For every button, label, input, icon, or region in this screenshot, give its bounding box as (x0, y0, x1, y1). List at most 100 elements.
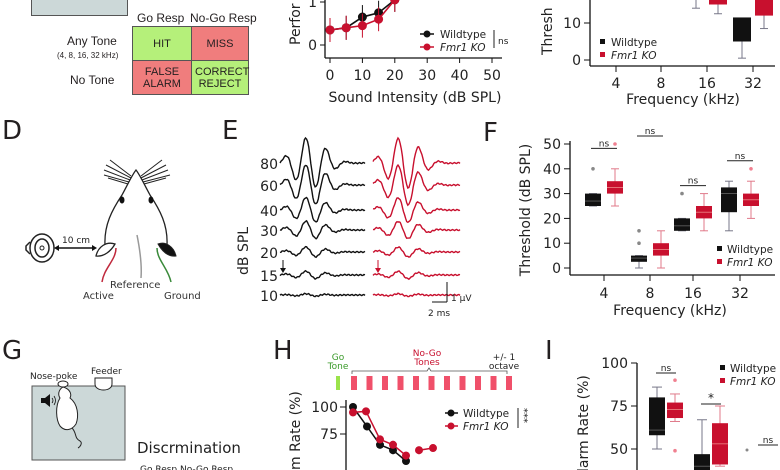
nogo-tone-bar (459, 376, 466, 390)
legend-label: Wildtype (727, 244, 773, 256)
false-alarm-text: FALSE ALARM (143, 65, 181, 90)
octave-label: +/- 1 (493, 353, 515, 363)
abr-trace (372, 197, 461, 224)
legend-marker (447, 422, 455, 430)
distance-label: 10 cm (62, 236, 90, 246)
box (667, 402, 683, 419)
matrix-cell-false-alarm: FALSE ALARM (132, 60, 192, 95)
stat-label: ns (498, 37, 509, 47)
x-tick-label: 8 (657, 76, 666, 92)
matrix-row-label-any-tone: Any Tone (67, 34, 117, 48)
y-tick-label: 1 (308, 0, 317, 11)
box (631, 255, 647, 262)
nosepoke-port (57, 380, 69, 388)
ground-electrode-wire (156, 247, 172, 283)
y-tick-label: 10 (563, 16, 581, 32)
threshold-arrowhead (280, 268, 286, 273)
threshold-arrowhead (375, 268, 381, 273)
abr-trace (279, 136, 366, 188)
data-point (389, 440, 397, 449)
data-point (363, 422, 371, 431)
legend-marker (423, 43, 431, 51)
outlier (637, 241, 641, 245)
y-axis-label: Thresh (540, 7, 556, 56)
nogo-tone-bar (351, 376, 357, 390)
box (755, 0, 773, 16)
level-label: 80 (260, 157, 278, 173)
outlier (673, 448, 677, 453)
legend-label: Fmr1 KO (611, 50, 656, 62)
x-axis-label: Frequency (kHz) (626, 92, 740, 108)
data-point (362, 407, 370, 416)
legend-label: Fmr1 KO (440, 42, 485, 54)
legend-label: Wildtype (611, 37, 657, 49)
panel-letter-d: D (2, 116, 23, 146)
y-tick-label: 75 (610, 399, 628, 415)
stat-label: ns (688, 177, 699, 187)
panel-letter-h: H (273, 336, 293, 366)
legend-label: Fmr1 KO (730, 376, 775, 388)
data-point (357, 21, 367, 31)
matrix-cell-hit: HIT (132, 26, 192, 61)
label-reference: Reference (110, 280, 160, 291)
y-tick-label: 100 (601, 356, 628, 372)
box (709, 0, 727, 5)
y-axis-label: Threshold (dB SPL) (518, 144, 534, 277)
box (694, 454, 710, 470)
x-tick-label: 10 (353, 68, 371, 84)
abr-trace (279, 292, 366, 298)
level-label: 60 (260, 179, 278, 195)
legend-label: Wildtype (440, 29, 486, 41)
stat-label: ns (735, 152, 746, 162)
operant-box-diagram: Nose-poke Feeder Discrmination Go Resp N… (30, 367, 241, 470)
nogo-tones-label-2: Tones (413, 358, 440, 368)
nogo-tone-bar (382, 376, 388, 390)
reference-electrode-wire (136, 234, 142, 279)
nosepoke-label: Nose-poke (30, 372, 78, 382)
y-tick-label: 0 (552, 261, 561, 277)
matrix-row-label-no-tone: No Tone (70, 73, 115, 87)
y-tick-label: 10 (543, 236, 561, 252)
legend-swatch (720, 378, 725, 383)
abr-trace (279, 219, 366, 240)
box (585, 193, 601, 206)
x-tick-label: 20 (386, 68, 404, 84)
y-tick-label: 75 (320, 427, 338, 443)
go-tone-bar (336, 376, 340, 390)
x-tick-label: 32 (731, 286, 749, 302)
level-label: 20 (260, 246, 278, 262)
x-tick-label: 40 (451, 68, 469, 84)
y-tick-label: 0 (572, 53, 581, 69)
box (649, 397, 665, 436)
x-tick-label: 8 (646, 286, 655, 302)
stat-label: ns (599, 139, 610, 149)
abr-trace (279, 245, 366, 259)
stat-label: ns (645, 127, 656, 137)
y-tick-label: 50 (610, 442, 628, 458)
box (721, 187, 737, 213)
box (674, 218, 690, 231)
active-electrode-wire (101, 247, 117, 283)
y-axis-label: m Rate (%) (288, 391, 304, 470)
abr-trace (372, 292, 461, 298)
data-point (429, 444, 437, 453)
speaker-icon (41, 394, 56, 407)
legend-label: Wildtype (730, 363, 776, 375)
mouse-icon (56, 386, 82, 449)
nogo-tone-bar (506, 376, 512, 390)
apparatus-box-top (31, 0, 128, 16)
data-point (341, 23, 351, 33)
y-axis-label: Perfor (288, 3, 304, 45)
matrix-cell-correct-reject: CORRECT REJECT (191, 60, 249, 95)
mouse-head-icon (95, 159, 177, 257)
outlier (680, 191, 684, 196)
nogo-tone-bar (444, 376, 450, 390)
level-label: 30 (260, 224, 278, 240)
legend-swatch (717, 259, 722, 264)
nogo-tone-bar (490, 376, 497, 390)
stat-label: ns (763, 436, 774, 446)
legend-swatch (717, 246, 722, 251)
